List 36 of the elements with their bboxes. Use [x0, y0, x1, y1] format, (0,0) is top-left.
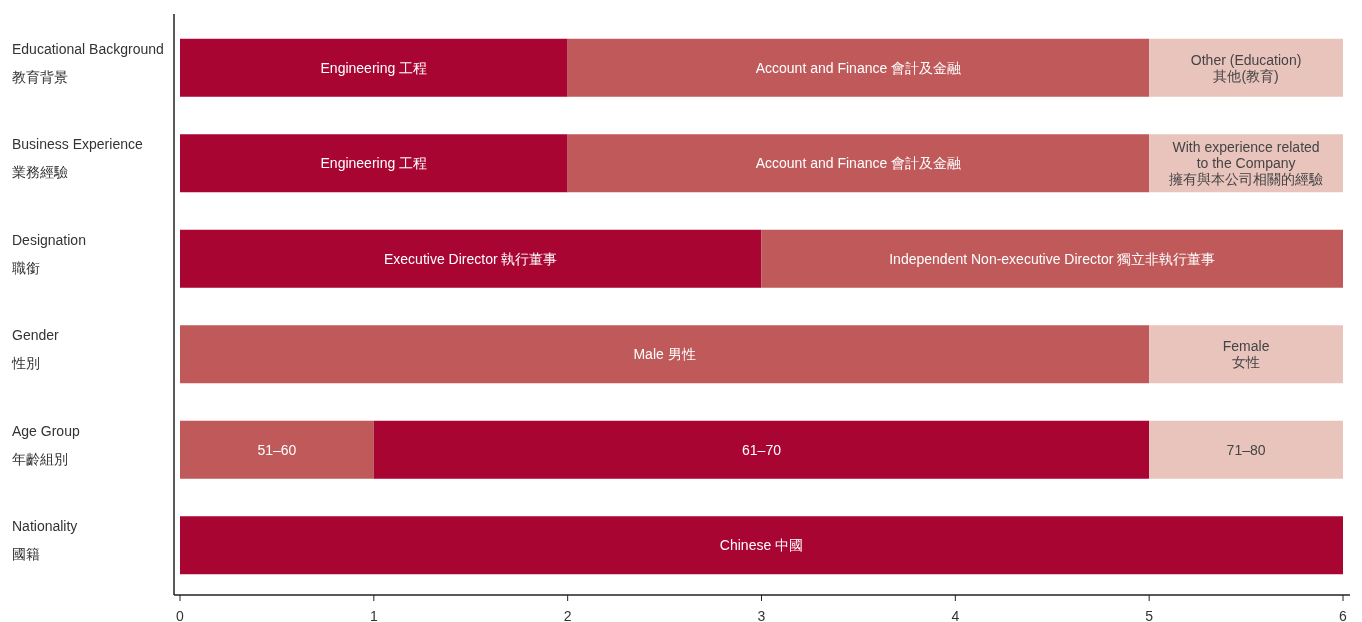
data-label: Chinese 中國 [719, 537, 804, 554]
data-label: 51–60 [257, 441, 297, 458]
x-tick-label: 4 [951, 608, 960, 622]
bar [180, 229, 762, 288]
data-label: With experience related to the Company 擁有與本公司相關的經驗 [1169, 139, 1324, 188]
y-tick-label: Nationality 國籍 [12, 518, 78, 563]
bar [1149, 420, 1343, 479]
x-tick-label: 0 [176, 608, 185, 622]
x-tick-label: 2 [563, 608, 572, 622]
x-tick-label: 3 [757, 608, 766, 622]
data-label: 71–80 [1226, 441, 1266, 458]
bar [567, 38, 1150, 97]
data-label: Executive Director 執行董事 [384, 250, 558, 267]
x-tick-label: 5 [1145, 608, 1154, 622]
data-label: Account and Finance 會計及金融 [755, 59, 962, 76]
data-label: 61–70 [742, 441, 782, 458]
x-tick-label: 1 [369, 608, 378, 622]
y-tick-label: Educational Background 教育背景 [12, 40, 164, 85]
bar [180, 38, 568, 97]
bar [567, 134, 1150, 193]
data-label: Engineering 工程 [320, 155, 428, 172]
y-tick-label: Age Group 年齡組別 [12, 422, 80, 467]
bar [180, 516, 1343, 575]
bar [180, 134, 568, 193]
data-label: Male 男性 [633, 346, 696, 363]
y-tick-label: Gender 性別 [11, 327, 60, 372]
data-label: Engineering 工程 [320, 59, 428, 76]
data-label: Account and Finance 會計及金融 [755, 155, 962, 172]
y-tick-label: Designation 職銜 [12, 231, 86, 276]
data-label: Other (Education) 其他(教育) [1190, 51, 1302, 84]
data-label: Independent Non-executive Director 獨立非執行董事 [889, 250, 1216, 267]
data-label: Female 女性 [1222, 338, 1270, 371]
bar [1149, 38, 1343, 97]
x-tick-label: 6 [1339, 608, 1348, 622]
bar [761, 229, 1343, 288]
y-tick-label: Business Experience 業務經驗 [12, 136, 143, 181]
